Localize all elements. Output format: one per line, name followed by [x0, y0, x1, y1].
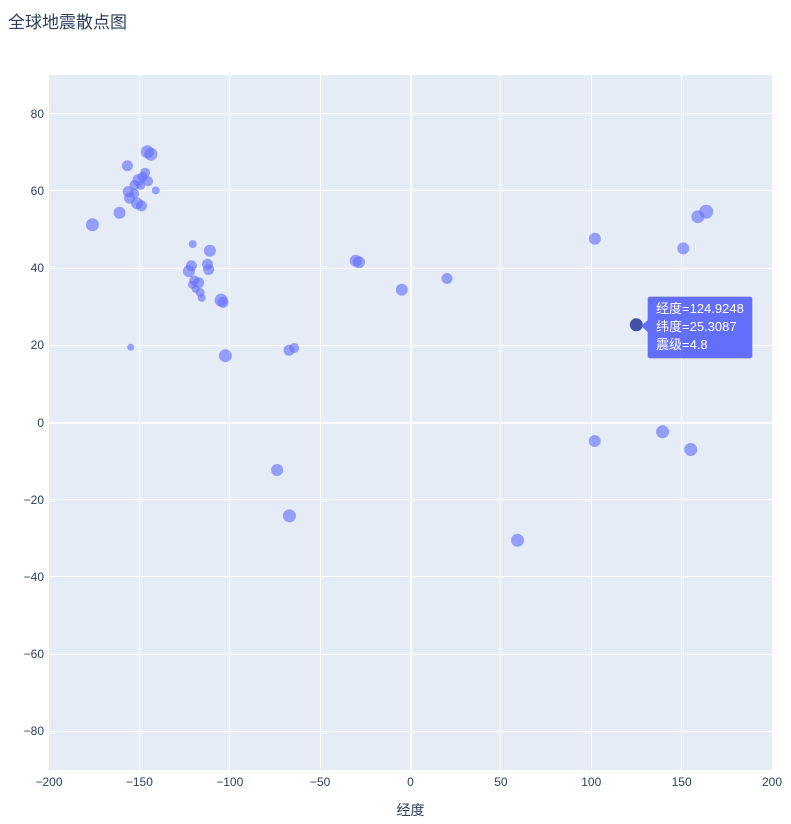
scatter-point[interactable]: [203, 244, 216, 257]
gridline-y-40: [49, 267, 772, 269]
scatter-point[interactable]: [656, 425, 670, 439]
x-axis-title: 经度: [396, 802, 425, 818]
y-tick-label: −40: [23, 569, 44, 584]
scatter-point[interactable]: [699, 204, 714, 219]
scatter-point[interactable]: [140, 167, 151, 178]
gridline-y-−20: [49, 499, 772, 501]
gridline-y-0: [49, 421, 772, 424]
scatter-point[interactable]: [121, 160, 133, 172]
scatter-point[interactable]: [395, 283, 408, 296]
x-tick-label: −200: [35, 775, 63, 789]
scatter-point[interactable]: [113, 206, 126, 219]
gridline-y-−60: [49, 653, 772, 655]
scatter-point[interactable]: [203, 264, 215, 276]
scatter-point[interactable]: [188, 240, 197, 249]
tooltip-line-latitude: 纬度=25.3087: [656, 319, 737, 334]
scatter-point[interactable]: [289, 343, 300, 353]
scatter-point[interactable]: [677, 242, 690, 255]
y-tick-label: 40: [30, 261, 44, 276]
gridline-y-−40: [49, 576, 772, 578]
scatter-point[interactable]: [511, 533, 524, 547]
y-tick-label: −80: [23, 724, 44, 739]
scatter-point[interactable]: [144, 147, 158, 161]
scatter-point[interactable]: [85, 218, 99, 232]
scatter-point[interactable]: [684, 443, 698, 456]
scatter-point[interactable]: [588, 232, 601, 245]
y-tick-label: 80: [30, 106, 44, 121]
gridline-y-20: [49, 344, 772, 346]
x-tick-label: 0: [407, 775, 414, 789]
gridline-y-60: [49, 190, 772, 192]
plot-canvas[interactable]: [49, 75, 772, 770]
x-tick-label: 150: [671, 775, 692, 789]
gridline-y-80: [49, 113, 772, 115]
hover-tooltip: 经度=124.9248 纬度=25.3087 震级=4.8: [641, 297, 752, 358]
x-tick-label: −50: [309, 775, 331, 789]
scatter-point[interactable]: [136, 200, 147, 212]
y-tick-label: −20: [23, 492, 44, 507]
scatter-point[interactable]: [588, 435, 601, 447]
y-tick-label: −60: [23, 647, 44, 662]
y-tick-label: 0: [37, 415, 44, 430]
y-tick-label: 20: [30, 338, 44, 353]
scatter-point[interactable]: [127, 343, 135, 351]
x-tick-label: 100: [581, 775, 602, 789]
scatter-point[interactable]: [353, 256, 365, 269]
x-tick-label: 200: [761, 775, 783, 789]
tooltip-line-magnitude: 震级=4.8: [656, 337, 708, 352]
chart-title: 全球地震散点图: [8, 13, 127, 32]
x-tick-label: 50: [494, 775, 508, 789]
scatter-point[interactable]: [282, 509, 296, 523]
tooltip-line-longitude: 经度=124.9248: [656, 301, 744, 316]
x-tick-label: −150: [125, 775, 153, 789]
scatter-point[interactable]: [271, 464, 284, 476]
scatter-point[interactable]: [441, 273, 453, 284]
gridline-y-−80: [49, 730, 772, 732]
scatter-point[interactable]: [197, 293, 206, 302]
scatter-point[interactable]: [151, 186, 160, 195]
scatter-points-layer: [85, 145, 714, 547]
scatter-point[interactable]: [218, 349, 232, 363]
scatter-point[interactable]: [129, 188, 140, 199]
tooltip-caret: [641, 319, 649, 333]
x-tick-label: −100: [216, 775, 244, 789]
scatter-point[interactable]: [217, 296, 229, 308]
scatter-point-hovered[interactable]: [629, 318, 643, 332]
y-tick-label: 60: [30, 183, 44, 198]
scatter-point[interactable]: [182, 265, 195, 278]
